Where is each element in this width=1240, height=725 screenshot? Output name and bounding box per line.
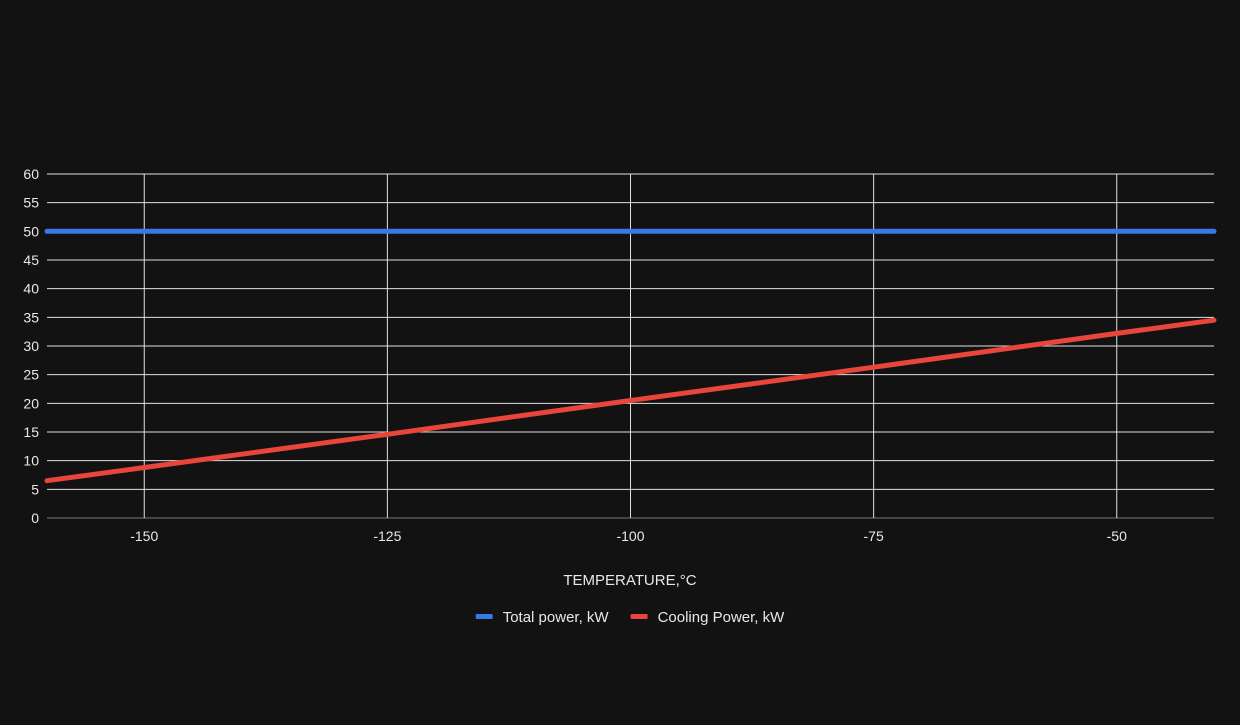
y-tick-label: 10 bbox=[23, 453, 39, 469]
y-tick-label: 45 bbox=[23, 252, 39, 268]
legend-item: Cooling Power, kW bbox=[630, 609, 786, 626]
legend-label: Cooling Power, kW bbox=[658, 609, 786, 626]
y-tick-label: 50 bbox=[23, 223, 39, 239]
series-lines bbox=[44, 228, 1217, 484]
legend-item: Total power, kW bbox=[475, 609, 610, 626]
x-tick-label: -50 bbox=[1107, 528, 1127, 544]
legend-label: Total power, kW bbox=[503, 609, 610, 626]
y-tick-label: 20 bbox=[23, 395, 39, 411]
x-tick-label: -150 bbox=[130, 528, 158, 544]
x-tick-label: -75 bbox=[864, 528, 884, 544]
y-tick-label: 25 bbox=[23, 367, 39, 383]
legend-swatch bbox=[475, 614, 493, 619]
y-tick-label: 0 bbox=[31, 510, 39, 526]
legend: Total power, kW Cooling Power, kW bbox=[475, 609, 786, 626]
series-line-2 bbox=[44, 317, 1217, 484]
x-tick-label: -100 bbox=[616, 528, 644, 544]
y-tick-label: 40 bbox=[23, 281, 39, 297]
y-tick-label: 30 bbox=[23, 338, 39, 354]
x-axis-ticks: -150 -125 -100 -75 -50 bbox=[130, 528, 1127, 544]
legend-swatch bbox=[630, 614, 648, 619]
y-tick-label: 35 bbox=[23, 309, 39, 325]
y-tick-label: 15 bbox=[23, 424, 39, 440]
y-tick-label: 55 bbox=[23, 195, 39, 211]
y-tick-label: 5 bbox=[31, 481, 39, 497]
x-axis-title: TEMPERATURE,°C bbox=[563, 572, 696, 589]
y-axis-ticks: 0 5 10 15 20 25 30 35 40 45 50 55 60 bbox=[23, 166, 39, 526]
y-tick-label: 60 bbox=[23, 166, 39, 182]
x-tick-label: -125 bbox=[373, 528, 401, 544]
